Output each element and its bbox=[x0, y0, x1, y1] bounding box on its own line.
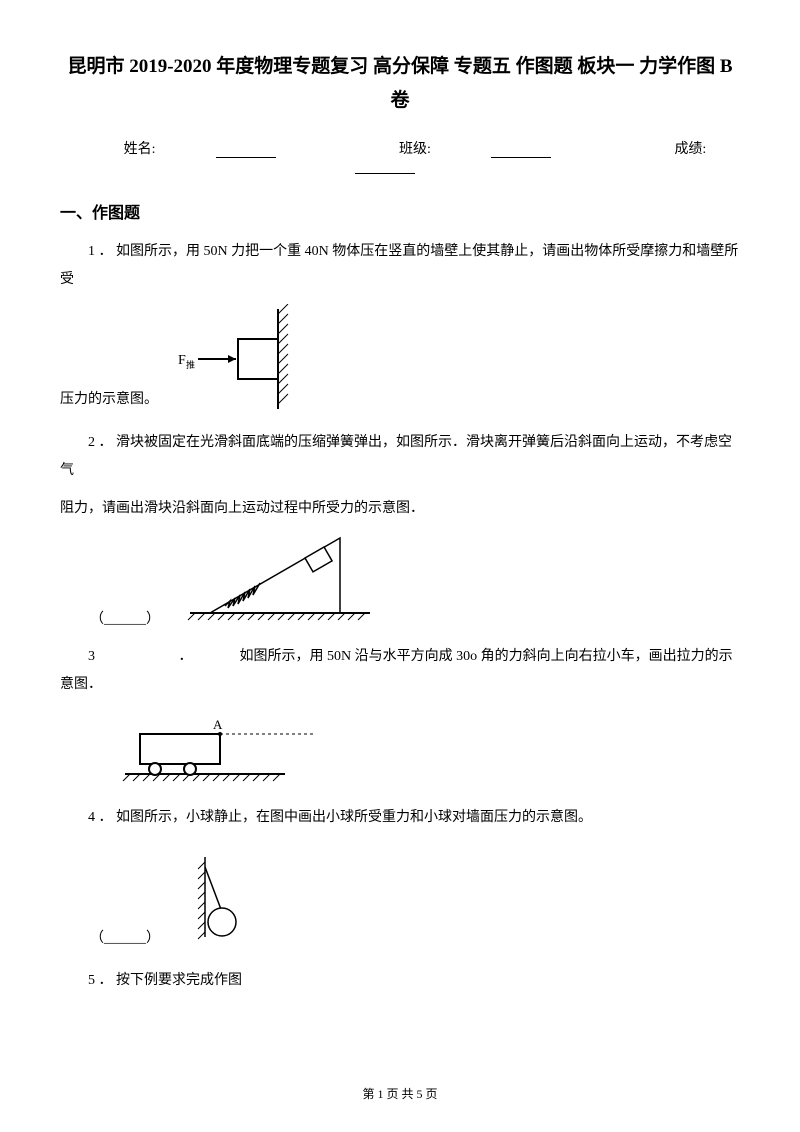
q1-number: 1 ． bbox=[88, 244, 113, 259]
question-2: 2 ． 滑块被固定在光滑斜面底端的压缩弹簧弹出，如图所示．滑块离开弹簧后沿斜面向… bbox=[60, 429, 740, 485]
name-blank bbox=[216, 144, 276, 158]
student-info-row: 姓名: 班级: 成绩: bbox=[60, 138, 740, 174]
figure-1: F 推 bbox=[168, 304, 328, 414]
name-label: 姓名: bbox=[124, 142, 156, 157]
q2-text-part2: 阻力，请画出滑块沿斜面向上运动过程中所受力的示意图． bbox=[60, 495, 740, 523]
q3-number: 3 bbox=[88, 649, 95, 664]
section-header: 一、作图题 bbox=[60, 199, 740, 223]
score-blank bbox=[355, 160, 415, 174]
svg-text:推: 推 bbox=[186, 359, 195, 370]
figure-3: A bbox=[120, 709, 320, 789]
svg-text:F: F bbox=[178, 353, 186, 368]
class-label: 班级: bbox=[399, 142, 431, 157]
q5-text: 按下例要求完成作图 bbox=[116, 973, 242, 988]
q4-number: 4 ． bbox=[88, 810, 113, 825]
q2-number: 2 ． bbox=[88, 435, 113, 450]
q4-text: 如图所示，小球静止，在图中画出小球所受重力和小球对墙面压力的示意图。 bbox=[116, 810, 592, 825]
class-field: 班级: bbox=[369, 142, 584, 157]
q5-number: 5 ． bbox=[88, 973, 113, 988]
question-4: 4 ． 如图所示，小球静止，在图中画出小球所受重力和小球对墙面压力的示意图。 bbox=[60, 804, 740, 832]
score-label: 成绩: bbox=[674, 142, 706, 157]
figure-4 bbox=[180, 847, 260, 947]
q2-blank: （______） bbox=[90, 608, 160, 628]
q4-blank: （______） bbox=[90, 927, 160, 947]
document-title: 昆明市 2019-2020 年度物理专题复习 高分保障 专题五 作图题 板块一 … bbox=[60, 50, 740, 118]
figure-2 bbox=[180, 528, 380, 628]
q1-text-part2: 压力的示意图。 bbox=[60, 386, 158, 414]
class-blank bbox=[491, 144, 551, 158]
svg-text:A: A bbox=[213, 717, 223, 732]
name-field: 姓名: bbox=[94, 142, 309, 157]
question-5: 5 ． 按下例要求完成作图 bbox=[60, 967, 740, 995]
question-1: 1 ． 如图所示，用 50N 力把一个重 40N 物体压在竖直的墙壁上使其静止，… bbox=[60, 238, 740, 294]
q3-text: 如图所示，用 50N 沿与水平方向成 30o 角的力斜向上向右拉小车，画出拉力的… bbox=[60, 649, 733, 692]
question-3: 3 ． 如图所示，用 50N 沿与水平方向成 30o 角的力斜向上向右拉小车，画… bbox=[60, 643, 740, 699]
q1-text-part1: 如图所示，用 50N 力把一个重 40N 物体压在竖直的墙壁上使其静止，请画出物… bbox=[60, 244, 738, 287]
page-footer: 第 1 页 共 5 页 bbox=[0, 1085, 800, 1102]
q2-text-part1: 滑块被固定在光滑斜面底端的压缩弹簧弹出，如图所示．滑块离开弹簧后沿斜面向上运动，… bbox=[60, 435, 732, 478]
